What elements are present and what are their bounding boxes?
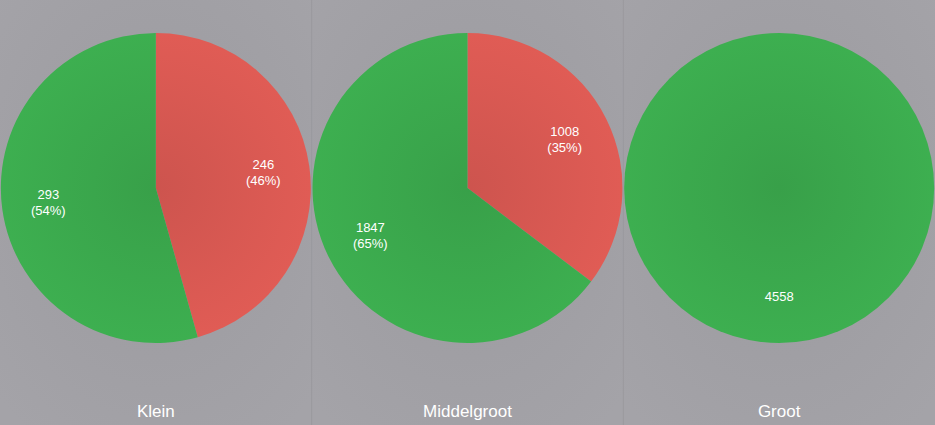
svg-text:Groot: Groot [758,402,801,421]
svg-text:293(54%): 293(54%) [31,187,66,218]
svg-text:246(46%): 246(46%) [246,157,281,188]
svg-text:Klein: Klein [137,402,175,421]
svg-text:4558: 4558 [765,289,794,304]
svg-text:1008(35%): 1008(35%) [547,124,582,155]
svg-text:Middelgroot: Middelgroot [423,402,512,421]
svg-text:1847(65%): 1847(65%) [353,220,388,251]
